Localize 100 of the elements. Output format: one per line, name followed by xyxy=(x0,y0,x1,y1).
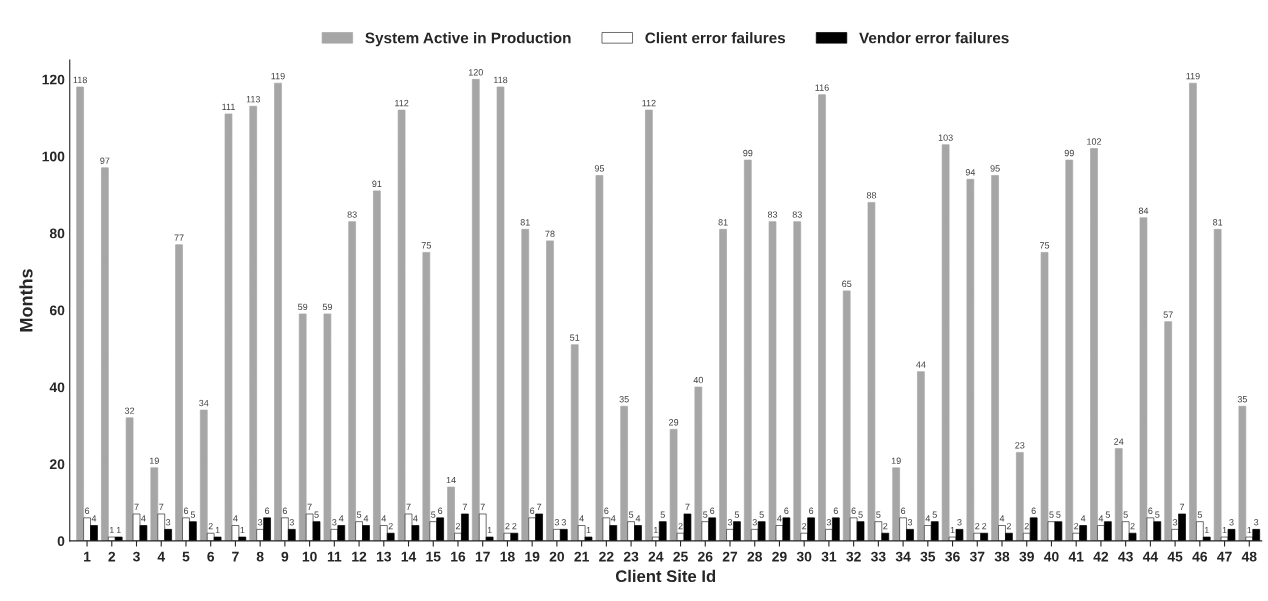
y-tick-label: 80 xyxy=(49,228,65,239)
bar xyxy=(76,86,84,541)
bar xyxy=(164,529,172,541)
data-label: 2 xyxy=(505,522,510,530)
bar xyxy=(521,228,530,541)
data-label: 35 xyxy=(619,396,629,403)
data-label: 95 xyxy=(594,165,605,172)
data-label: 6 xyxy=(851,507,856,514)
x-tick-label: 31 xyxy=(821,551,837,562)
data-label: 5 xyxy=(314,511,319,518)
bar xyxy=(708,517,716,541)
data-label: 83 xyxy=(767,211,778,218)
x-tick-label: 12 xyxy=(352,551,367,562)
bar xyxy=(867,202,876,541)
data-label: 2 xyxy=(802,522,807,530)
y-tick-label: 100 xyxy=(42,151,65,162)
bar xyxy=(1128,532,1137,541)
data-label: 6 xyxy=(604,507,609,514)
data-label: 5 xyxy=(190,511,196,518)
bar xyxy=(1213,228,1222,541)
data-label: 4 xyxy=(141,515,146,522)
data-label: 7 xyxy=(1179,503,1185,511)
x-tick-label: 24 xyxy=(648,551,664,562)
x-tick-label: 5 xyxy=(182,551,190,562)
bar xyxy=(1153,521,1162,541)
x-tick-label: 47 xyxy=(1217,551,1232,562)
x-tick-label: 29 xyxy=(772,551,787,562)
data-label: 118 xyxy=(73,76,87,84)
bar xyxy=(224,113,233,541)
y-tick-label: 20 xyxy=(49,459,65,470)
data-label: 5 xyxy=(876,511,881,518)
x-tick-label: 3 xyxy=(132,551,140,562)
bar xyxy=(917,371,925,541)
data-label: 3 xyxy=(826,519,832,526)
bar xyxy=(669,429,678,541)
data-label: 4 xyxy=(579,515,584,522)
data-label: 6 xyxy=(282,507,287,514)
data-label: 6 xyxy=(809,507,814,514)
bar xyxy=(535,513,543,541)
x-tick-label: 21 xyxy=(574,551,589,562)
bar xyxy=(966,178,975,541)
bar xyxy=(941,144,950,541)
data-label: 5 xyxy=(1155,511,1160,518)
x-tick-label: 10 xyxy=(302,551,317,562)
data-label: 6 xyxy=(438,507,443,514)
bar xyxy=(768,221,777,541)
x-tick-label: 22 xyxy=(599,551,614,562)
bar xyxy=(287,529,296,541)
data-label: 2 xyxy=(455,522,461,530)
x-tick-label: 17 xyxy=(475,551,490,562)
y-axis-title: Months xyxy=(19,269,33,332)
data-label: 4 xyxy=(363,515,369,522)
data-label: 2 xyxy=(1024,522,1029,530)
data-label: 78 xyxy=(545,230,555,238)
x-tick-label: 16 xyxy=(451,551,466,562)
data-label: 3 xyxy=(554,519,560,526)
data-label: 32 xyxy=(124,407,135,414)
bar xyxy=(175,244,183,541)
x-tick-label: 48 xyxy=(1241,551,1257,562)
x-tick-label: 26 xyxy=(698,551,713,562)
bar xyxy=(471,78,480,541)
data-label: 7 xyxy=(134,503,139,511)
data-label: 4 xyxy=(925,515,931,522)
bar xyxy=(980,532,989,541)
data-label: 44 xyxy=(916,361,926,368)
bar xyxy=(496,86,505,541)
data-label: 2 xyxy=(1074,522,1079,530)
data-label: 116 xyxy=(815,84,829,91)
bar xyxy=(757,521,766,541)
bar xyxy=(199,409,208,541)
x-tick-label: 15 xyxy=(426,551,441,562)
data-label: 59 xyxy=(298,303,308,311)
bar xyxy=(436,517,444,541)
bar xyxy=(634,525,642,541)
bar xyxy=(1227,529,1236,541)
data-label: 5 xyxy=(1056,511,1061,518)
data-label: 4 xyxy=(777,515,782,522)
x-tick-label: 7 xyxy=(232,551,239,562)
bar xyxy=(213,536,222,541)
data-label: 1 xyxy=(1247,526,1252,534)
bar xyxy=(461,513,469,541)
bar xyxy=(733,521,741,541)
data-label: 1 xyxy=(215,526,220,534)
bar xyxy=(90,525,98,541)
data-label: 7 xyxy=(462,503,467,511)
data-label: 5 xyxy=(858,511,863,518)
data-label: 119 xyxy=(271,72,285,80)
data-label: 23 xyxy=(1015,442,1025,449)
x-tick-label: 35 xyxy=(920,551,936,562)
data-label: 4 xyxy=(233,515,238,522)
data-label: 84 xyxy=(1138,207,1149,214)
y-tick-label: 0 xyxy=(57,536,65,547)
data-label: 4 xyxy=(635,515,641,522)
data-label: 81 xyxy=(1213,219,1223,226)
x-tick-label: 46 xyxy=(1192,551,1208,562)
bar xyxy=(1164,321,1172,541)
data-label: 4 xyxy=(413,515,418,522)
bar xyxy=(743,159,752,541)
bar xyxy=(386,532,395,541)
bar xyxy=(842,290,851,541)
